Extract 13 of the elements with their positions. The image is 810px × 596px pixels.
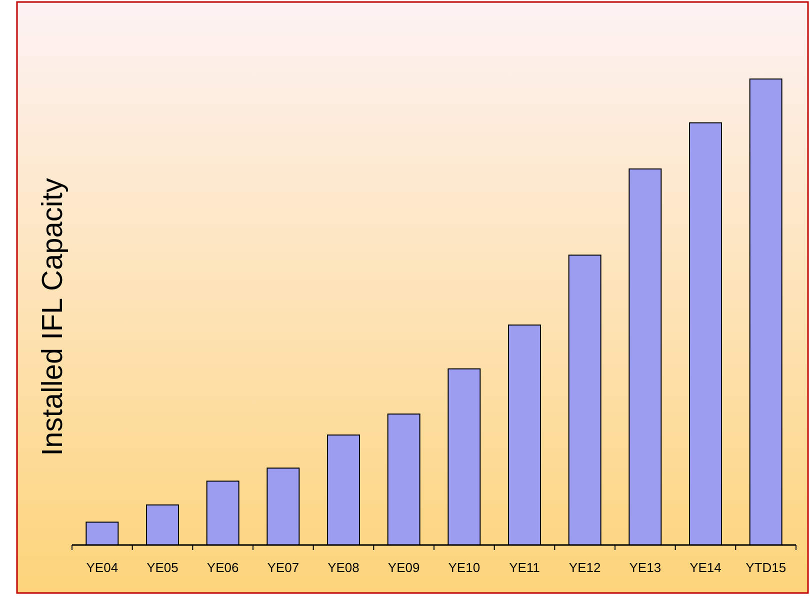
x-tick-label: YE04 — [86, 560, 118, 575]
x-tick-label: YE11 — [509, 560, 540, 575]
x-tick-label: YE12 — [568, 560, 601, 575]
x-tick-label: YE13 — [629, 560, 662, 575]
x-tick-label: YE14 — [690, 560, 722, 575]
x-tick-label: YE05 — [146, 560, 178, 575]
x-tick-label: YE08 — [328, 560, 360, 575]
x-tick-label: YTD15 — [746, 560, 786, 575]
x-tick-label: YE07 — [267, 560, 300, 575]
x-tick-label: YE06 — [206, 560, 239, 575]
x-tick-label: YE09 — [388, 560, 420, 575]
x-tick-label: YE10 — [448, 560, 480, 575]
y-axis-title: Installed IFL Capacity — [37, 178, 69, 456]
